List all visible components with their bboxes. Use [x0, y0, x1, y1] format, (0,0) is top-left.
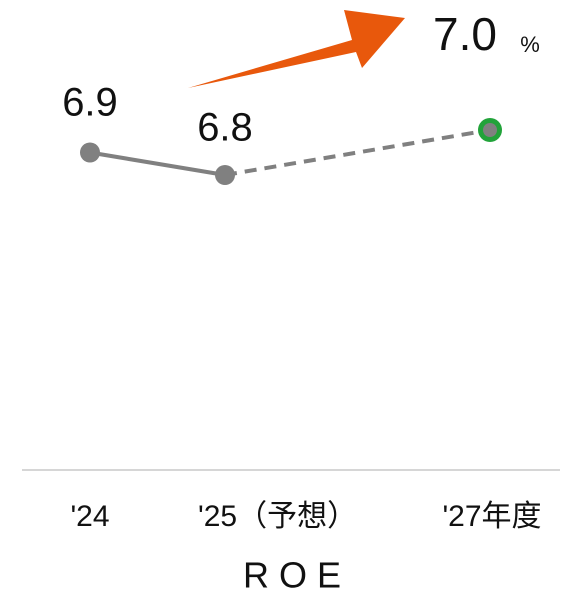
- chart-title: R O E: [243, 555, 341, 596]
- data-label: 7.0: [433, 8, 497, 60]
- point: [215, 165, 235, 185]
- data-label: 6.9: [62, 81, 118, 125]
- line-segment: [89, 150, 226, 177]
- point: [483, 123, 497, 137]
- x-tick-label: '25（予想）: [198, 500, 357, 533]
- trend-arrow: [188, 10, 405, 88]
- x-tick-label: '27年度: [442, 500, 541, 533]
- data-label: 6.8: [197, 106, 253, 150]
- unit-label: %: [520, 32, 540, 57]
- x-tick-label: '24: [70, 500, 109, 533]
- line-segment: [224, 128, 491, 177]
- point: [80, 142, 100, 163]
